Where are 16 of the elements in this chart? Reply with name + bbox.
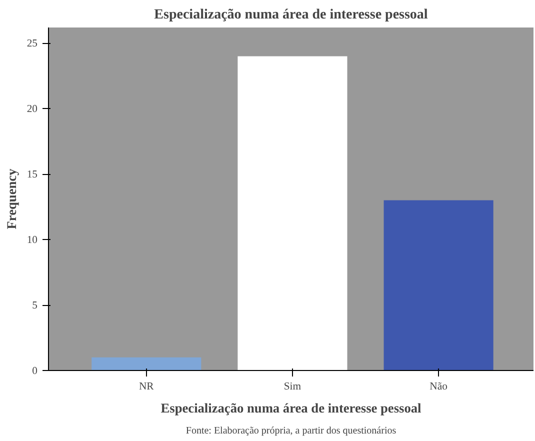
x-axis-title: Especialização numa área de interesse pessoal xyxy=(160,400,422,416)
y-tick-label: 10 xyxy=(26,235,38,246)
y-tick-label: 25 xyxy=(26,38,38,50)
y-tick-label: 5 xyxy=(32,300,38,312)
source-note: Fonte: Elaboração própria, a partir dos questionários xyxy=(186,426,396,436)
x-tick-label: Sim xyxy=(284,382,302,392)
x-tick-label: NR xyxy=(138,382,155,392)
bar xyxy=(92,357,202,370)
bar xyxy=(238,56,348,370)
x-tick-label: Não xyxy=(430,382,448,392)
bar xyxy=(384,200,494,370)
chart-title: Especialização numa área de interesse pessoal xyxy=(154,8,428,22)
y-tick-label: 0 xyxy=(32,366,38,377)
y-tick-label: 15 xyxy=(26,170,38,181)
y-axis-title: Frequency xyxy=(4,168,19,230)
y-tick-label: 20 xyxy=(26,104,38,116)
